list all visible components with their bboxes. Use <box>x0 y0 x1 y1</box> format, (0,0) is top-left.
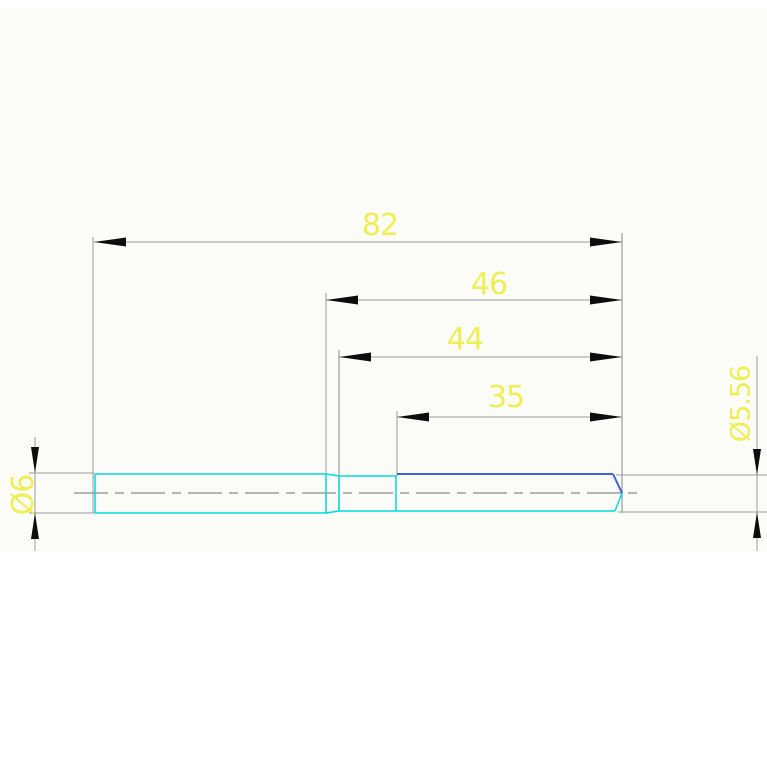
dimension-label-35: 35 <box>487 380 525 415</box>
dimension-label-diameter-6: Ø6 <box>6 474 41 516</box>
arrow-82-left <box>94 237 126 247</box>
dimension-label-diameter-5-56: Ø5.56 <box>725 365 757 443</box>
arrow-35-right <box>590 412 622 422</box>
part-tip-bottom-chamfer <box>614 492 623 512</box>
arrow-dia556-bottom <box>753 512 761 538</box>
arrow-46-right <box>590 295 622 305</box>
arrow-35-left <box>397 412 429 422</box>
arrow-dia6-bottom <box>31 513 39 539</box>
arrow-44-left <box>339 352 371 362</box>
part-taper-top <box>325 473 340 477</box>
part-taper-bottom <box>325 510 340 514</box>
viewport-background <box>0 8 767 552</box>
arrow-82-right <box>590 237 622 247</box>
arrow-44-right <box>590 352 622 362</box>
dimension-label-82: 82 <box>361 208 399 243</box>
part-tip-top-chamfer <box>612 473 623 494</box>
dimension-label-46: 46 <box>470 267 508 302</box>
arrow-dia556-top <box>753 449 761 475</box>
arrow-dia6-top <box>31 447 39 473</box>
arrow-46-left <box>326 295 358 305</box>
dimension-label-44: 44 <box>446 322 484 357</box>
